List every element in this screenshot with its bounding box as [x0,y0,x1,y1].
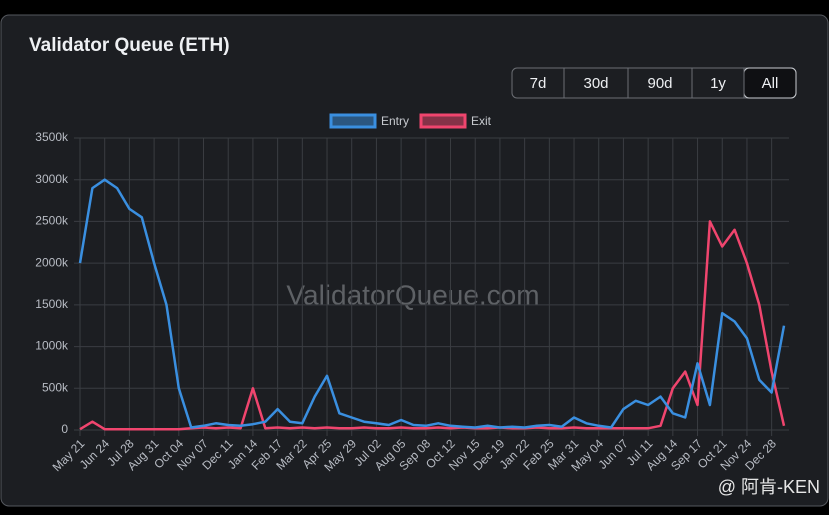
range-button-label[interactable]: 90d [647,75,672,92]
y-tick-label: 1500k [35,297,69,311]
series-line [78,178,786,429]
y-tick-label: 3000k [35,172,69,186]
y-tick-label: 2500k [35,214,69,228]
y-tick-label: 1000k [35,339,69,353]
legend-swatch [329,113,377,129]
y-tick-label: 0 [61,422,68,436]
range-button-label[interactable]: All [762,75,779,92]
y-tick-label: 2000k [35,255,69,269]
credit: @ 阿肯-KEN [718,477,820,497]
y-tick-label: 500k [42,380,69,394]
legend-swatch [419,113,467,129]
legend-label: Entry [381,114,409,128]
watermark: ValidatorQueue.com [286,279,539,310]
y-tick-label: 3500k [35,130,69,144]
legend-label: Exit [471,114,492,128]
range-button-label[interactable]: 7d [530,75,547,92]
legend: Entry Exit [329,113,492,129]
chart-title: Validator Queue (ETH) [29,35,230,56]
range-buttons: 7d 30d 90d 1y All [511,67,797,99]
range-button-label[interactable]: 1y [710,75,726,92]
range-button-label[interactable]: 30d [583,75,608,92]
